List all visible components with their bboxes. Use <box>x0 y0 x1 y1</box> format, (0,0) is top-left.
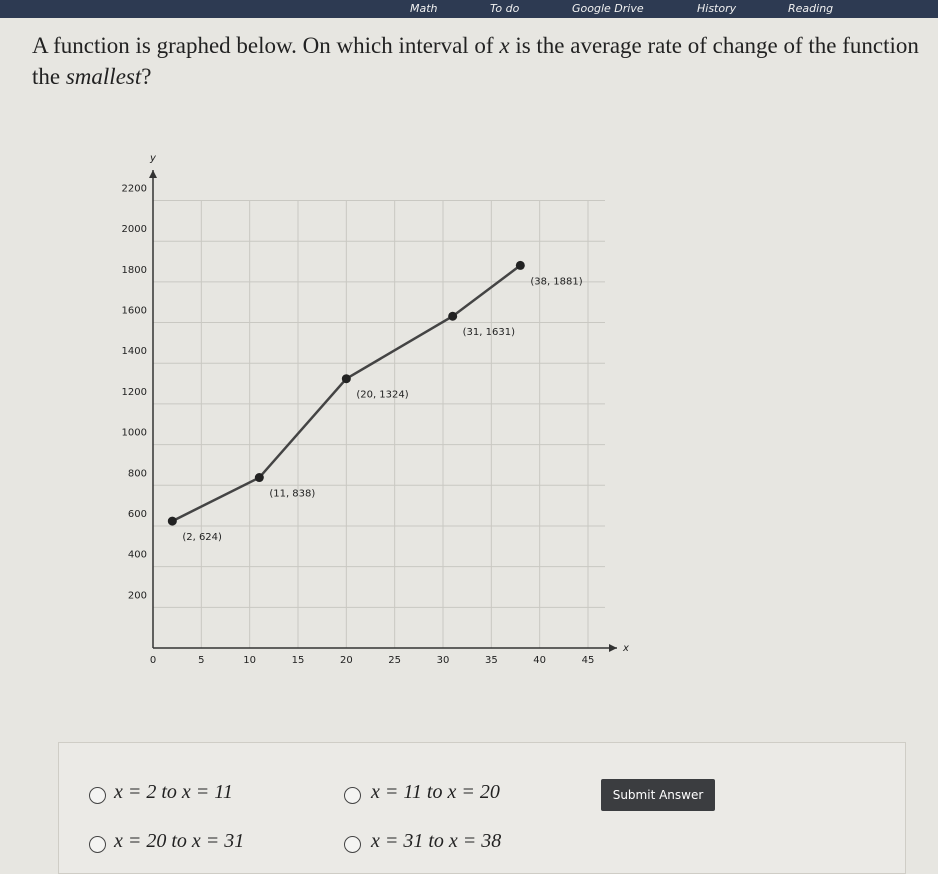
point <box>254 473 264 483</box>
y-tick-label: 2000 <box>122 224 147 235</box>
option[interactable]: x = 11 to x = 20 <box>371 781 500 803</box>
point <box>515 260 525 270</box>
y-tick-label: 1600 <box>122 306 147 317</box>
radio[interactable] <box>89 836 106 853</box>
y-tick-label: 200 <box>128 590 147 601</box>
answer-box: x = 2 to x = 11 x = 11 to x = 20 x = 20 … <box>58 742 906 874</box>
x-tick-label: 35 <box>485 655 498 666</box>
point-label: (20, 1324) <box>356 390 408 401</box>
bookmark[interactable]: To do <box>490 2 520 15</box>
submit-button[interactable]: Submit Answer <box>601 779 715 811</box>
x-tick-label: 10 <box>243 655 256 666</box>
x-tick-label: 45 <box>582 655 595 666</box>
y-tick-label: 600 <box>128 509 147 520</box>
x-arrow <box>609 644 617 652</box>
x-tick-label: 20 <box>340 655 353 666</box>
y-arrow <box>149 170 157 178</box>
x-tick-label: 0 <box>150 655 156 666</box>
point <box>167 516 177 526</box>
point-label: (31, 1631) <box>463 327 515 338</box>
y-tick-label: 400 <box>128 550 147 561</box>
x-tick-label: 15 <box>292 655 305 666</box>
bookmark[interactable]: Google Drive <box>572 2 644 15</box>
y-tick-label: 1400 <box>122 346 147 357</box>
x-tick-label: 25 <box>388 655 401 666</box>
graph: 2004006008001000120014001600180020002200… <box>122 153 629 666</box>
point-label: (11, 838) <box>269 489 315 500</box>
option[interactable]: x = 31 to x = 38 <box>371 830 502 852</box>
point-label: (38, 1881) <box>530 276 582 287</box>
point-label: (2, 624) <box>182 532 222 543</box>
option[interactable]: x = 20 to x = 31 <box>114 830 245 852</box>
radio[interactable] <box>344 836 361 853</box>
bookmarks-bar: Math To do Google Drive History Reading <box>0 0 938 18</box>
y-tick-label: 1000 <box>122 428 147 439</box>
bookmark[interactable]: Math <box>410 2 438 15</box>
x-tick-label: 40 <box>533 655 546 666</box>
y-tick-label: 1200 <box>122 387 147 398</box>
question-text: ? <box>141 64 152 89</box>
point <box>341 374 351 384</box>
x-tick-label: 5 <box>198 655 204 666</box>
bookmark[interactable]: History <box>697 2 737 15</box>
question-text: is the average rate of change of the fun… <box>32 33 919 89</box>
radio[interactable] <box>89 787 106 804</box>
y-tick-label: 1800 <box>122 265 147 276</box>
x-tick-label: 30 <box>437 655 450 666</box>
x-axis-label: x <box>622 643 629 654</box>
emphasis: smallest <box>65 64 142 89</box>
y-axis-label: y <box>149 153 157 164</box>
math-var: x <box>499 33 510 58</box>
y-tick-label: 800 <box>128 468 147 479</box>
radio[interactable] <box>344 787 361 804</box>
option[interactable]: x = 2 to x = 11 <box>114 781 233 803</box>
question-text: A function is graphed below. On which in… <box>32 33 500 58</box>
point <box>448 311 458 321</box>
bookmark[interactable]: Reading <box>788 2 834 15</box>
question: A function is graphed below. On which in… <box>32 30 922 92</box>
y-tick-label: 2200 <box>122 184 147 195</box>
